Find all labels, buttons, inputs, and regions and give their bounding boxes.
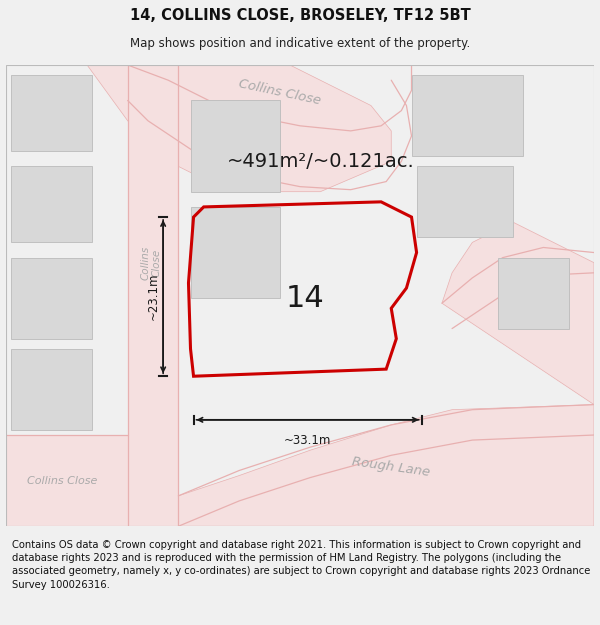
Text: ~23.1m: ~23.1m xyxy=(146,273,160,321)
Text: Collins
Close: Collins Close xyxy=(140,246,162,280)
Text: Collins Close: Collins Close xyxy=(238,78,322,108)
Polygon shape xyxy=(6,435,128,526)
Polygon shape xyxy=(11,166,92,242)
Polygon shape xyxy=(87,65,391,192)
Polygon shape xyxy=(11,258,92,339)
Polygon shape xyxy=(178,404,594,526)
Text: Rough Lane: Rough Lane xyxy=(352,456,431,479)
Polygon shape xyxy=(11,349,92,430)
Polygon shape xyxy=(416,166,513,238)
Polygon shape xyxy=(442,222,594,404)
Text: Collins Close: Collins Close xyxy=(26,476,97,486)
Text: 14: 14 xyxy=(286,284,325,312)
Text: ~33.1m: ~33.1m xyxy=(284,434,331,447)
Text: ~491m²/~0.121ac.: ~491m²/~0.121ac. xyxy=(226,152,414,171)
Text: 14, COLLINS CLOSE, BROSELEY, TF12 5BT: 14, COLLINS CLOSE, BROSELEY, TF12 5BT xyxy=(130,8,470,22)
Polygon shape xyxy=(11,75,92,151)
Polygon shape xyxy=(128,65,178,526)
Text: Map shows position and indicative extent of the property.: Map shows position and indicative extent… xyxy=(130,38,470,50)
Polygon shape xyxy=(191,207,280,298)
Polygon shape xyxy=(191,101,280,192)
Polygon shape xyxy=(497,258,569,329)
Polygon shape xyxy=(412,75,523,156)
Text: Contains OS data © Crown copyright and database right 2021. This information is : Contains OS data © Crown copyright and d… xyxy=(12,540,590,589)
